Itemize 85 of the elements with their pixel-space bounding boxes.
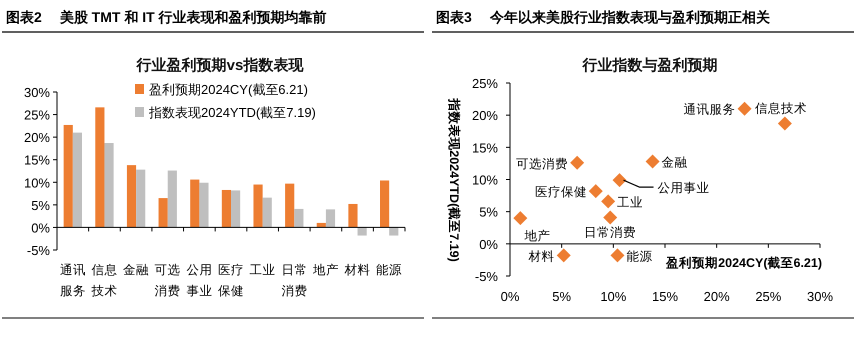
y-axis-title: 指数表现2024YTD(截至7.19) [447,97,461,262]
point [570,156,584,170]
y-tick-label: 5% [479,204,498,220]
annotation: 公用事业 [658,181,710,196]
annotation: 医疗保健 [534,185,587,200]
y-tick-label: 10% [472,172,498,188]
annotation: 工业 [617,195,644,210]
x-tick-label: 日常消费 [281,263,308,298]
x-tick-label: 25% [755,289,782,304]
y-tick-label: -5% [474,269,498,284]
bar [294,208,304,228]
bar [222,190,231,228]
x-tick-label: 医疗保健 [218,263,244,298]
x-tick-label: 地产 [312,263,339,277]
y-tick-label: -5% [26,243,50,258]
point [556,248,571,262]
point [601,194,616,208]
bar [126,165,136,228]
point [610,248,624,262]
bar [358,227,367,236]
bar [253,184,263,228]
x-tick-label: 通讯服务 [60,263,86,298]
bar [136,170,146,228]
chart-subtitle: 行业指数与盈利预期 [582,57,718,74]
y-tick-label: 20% [472,108,498,124]
bar [158,198,168,228]
y-tick-label: 15% [24,152,50,168]
bar [316,222,326,228]
point [603,210,618,224]
x-tick-label: 工业 [250,263,276,277]
x-tick-label: 材料 [344,263,371,277]
bar [168,170,177,228]
point [588,184,603,198]
point [738,102,752,116]
annotation: 能源 [626,249,652,264]
bar [95,107,104,228]
chart-title: 图表3 今年以来美股行业指数表现与盈利预期正相关 [436,9,770,25]
x-tick-label: 金融 [123,263,150,277]
bar [326,209,336,228]
bar [389,227,398,236]
y-tick-label: 15% [472,140,498,156]
x-tick-label: 能源 [376,263,402,277]
bar [72,132,82,228]
annotation: 信息技术 [754,102,807,116]
bar [262,198,272,228]
bar [285,184,294,228]
bar [380,180,390,228]
y-tick-label: 20% [24,130,50,146]
legend-label: 指数表现2024YTD(截至7.19) [148,105,316,120]
chart-subtitle: 行业盈利预期vs指数表现 [136,57,304,74]
annotation: 地产 [523,229,550,244]
point [612,173,627,188]
chart-title: 图表2 美股 TMT 和 IT 行业表现和盈利预期均靠前 [6,9,327,25]
y-tick-label: 0% [31,220,50,236]
x-tick-label: 30% [806,289,834,304]
bar [64,124,73,228]
y-tick-label: 10% [24,175,50,190]
x-tick-label: 公用事业 [186,263,212,298]
x-tick-label: 10% [600,289,627,304]
y-tick-label: 25% [24,108,50,123]
annotation: 材料 [528,249,555,264]
annotation: 金融 [662,155,688,170]
x-tick-label: 15% [652,289,678,304]
point [778,116,792,131]
annotation: 可选消费 [516,156,568,171]
x-tick-label: 0% [500,289,520,304]
x-tick-label: 5% [552,289,572,304]
point [646,154,660,168]
bar [190,180,200,228]
y-tick-label: 0% [479,236,498,252]
x-tick-label: 信息技术 [90,263,118,298]
annotation: 通讯服务 [684,102,736,117]
x-tick-label: 可选消费 [154,263,181,298]
bar [231,190,240,228]
annotation: 日常消费 [584,225,636,240]
x-axis-title: 盈利预期2024CY(截至6.21) [665,255,822,270]
bar [104,143,114,228]
bar [348,204,358,228]
y-tick-label: 30% [24,85,50,100]
bar [199,182,209,228]
y-tick-label: 5% [31,198,50,213]
legend-label: 盈利预期2024CY(截至6.21) [149,82,308,97]
y-tick-label: 25% [472,76,498,91]
point [513,211,528,226]
x-tick-label: 20% [704,289,730,304]
